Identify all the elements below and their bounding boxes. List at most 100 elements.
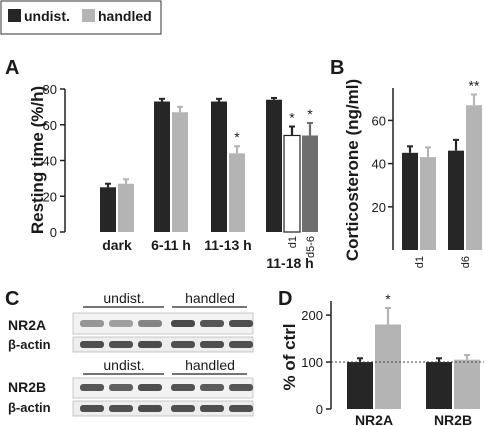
blot2-row-1-lane-0-band — [80, 405, 104, 412]
blot2-row-0-lane-0-band — [80, 384, 104, 391]
chart-b-group-0-label: d1 — [414, 256, 426, 268]
legend: undist. handled — [0, 0, 162, 35]
chart-a-y-axis-label: Resting time (%/h) — [28, 86, 47, 234]
blot1-row-0-lane-2-band — [138, 320, 162, 327]
legend-swatch-undist — [8, 9, 21, 22]
chart-d-group-1-bar-1-bar — [454, 359, 480, 409]
blot1-row-0-lane-5-band — [229, 320, 253, 327]
blot2-bands — [80, 384, 253, 412]
chart-a-group-0: dark — [100, 178, 134, 253]
chart-b-y-axis-label: Corticosterone (ng/ml) — [343, 79, 362, 261]
chart-d-percent-of-ctrl: 0 100 200% of ctrl * NR2A NR2B — [280, 291, 484, 426]
chart-a-group-3-label: 11-18 h — [266, 255, 313, 271]
chart-d-y-tick-label-0: 0 — [316, 402, 323, 417]
chart-a-group-3-bar-1-bar — [283, 134, 301, 233]
panel-letter-a: A — [5, 57, 19, 79]
blot2-row-0-lane-4-band — [200, 384, 224, 391]
blot1-row-0-lane-4-band — [200, 320, 224, 327]
chart-b-group-1-bar-1-significance: ** — [469, 77, 480, 93]
chart-d-group-0-label: NR2A — [355, 412, 393, 426]
chart-a-y-tick-label-1: 20 — [43, 189, 57, 204]
chart-d-y-tick-label-2: 200 — [301, 308, 323, 323]
legend-box — [0, 0, 162, 35]
chart-a-y-tick-label-0: 0 — [50, 225, 57, 240]
chart-a-group-3: * * d1 d5-611-18 h — [266, 96, 318, 271]
blot2-row-1-lane-1-band — [109, 405, 133, 412]
chart-b-group-1: ** d6 — [448, 77, 482, 268]
panel-letter-c: C — [5, 288, 19, 310]
blot1-row-label-actin: β-actin — [8, 337, 51, 352]
chart-a-group-2-bar-1-significance: * — [234, 129, 240, 145]
chart-b-group-0-bar-1-bar — [420, 157, 436, 250]
chart-a-group-3-bar-1-significance: * — [289, 110, 295, 126]
blot1-row-0-lane-3-band — [171, 320, 195, 327]
chart-a-group-1-bar-0-bar — [154, 101, 170, 232]
blot2-row-1-lane-5-band — [229, 405, 253, 412]
panel-letter-d: D — [278, 288, 292, 310]
blot2-row-label-actin: β-actin — [8, 400, 51, 415]
blot1-bands — [80, 320, 253, 348]
chart-a-group-1-bar-1-bar — [172, 112, 188, 232]
chart-a-group-3-sublabel-1: d5-6 — [305, 236, 317, 258]
blot1-row-1-lane-1-band — [109, 341, 133, 348]
blot1-row-1-lane-3-band — [171, 341, 195, 348]
chart-a-y-tick-label-3: 60 — [43, 118, 57, 133]
legend-label-handled: handled — [98, 8, 152, 24]
legend-label-undist: undist. — [24, 8, 70, 24]
chart-b-group-1-bar-1-bar — [466, 105, 482, 250]
chart-d-group-0: * NR2A — [347, 291, 401, 426]
chart-b-corticosterone: 20 40 60 Corticosterone (ng/ml) d1 ** d6 — [343, 77, 482, 268]
blot1-row-1-lane-5-band — [229, 341, 253, 348]
chart-d-y-tick-label-1: 100 — [301, 355, 323, 370]
chart-d-y-axis-label: % of ctrl — [280, 323, 299, 390]
panel-letter-b: B — [330, 57, 344, 79]
blot2-row-0-lane-3-band — [171, 384, 195, 391]
chart-a-group-2: * 11-13 h — [204, 97, 252, 253]
chart-b-y-tick-label-2: 60 — [372, 113, 386, 128]
blot-nr2b-panel: undist. handled NR2B β-actin — [8, 357, 254, 417]
chart-d-group-0-bar-1-bar — [375, 324, 401, 409]
blot1-row-0-lane-0-band — [80, 320, 104, 327]
chart-b-group-1-bar-0-bar — [448, 150, 464, 250]
chart-a-group-3-bar-2-significance: * — [307, 106, 313, 122]
legend-swatch-handled — [82, 9, 95, 22]
chart-a-group-3-bar-2-bar — [302, 135, 318, 232]
blot1-row-label-nr2a: NR2A — [8, 317, 46, 333]
chart-a-group-2-bar-0-bar — [211, 101, 227, 232]
chart-a-group-0-bar-0-bar — [100, 187, 116, 232]
chart-d-group-1-bar-0-bar — [426, 362, 452, 409]
blot2-undist-label: undist. — [103, 357, 144, 373]
chart-b-group-0-bar-0-bar — [402, 152, 418, 250]
blot2-row-1-lane-2-band — [138, 405, 162, 412]
chart-b-y-tick-label-1: 40 — [372, 157, 386, 172]
chart-b-y-tick-label-0: 20 — [372, 200, 386, 215]
chart-b-group-0: d1 — [402, 145, 436, 268]
blot1-row-1-lane-4-band — [200, 341, 224, 348]
chart-a-group-0-bar-1-bar — [118, 183, 134, 232]
chart-a-group-2-label: 11-13 h — [204, 237, 251, 253]
blot1-row-1-lane-0-band — [80, 341, 104, 348]
chart-a-group-0-label: dark — [102, 237, 132, 253]
blot2-row-1-lane-3-band — [171, 405, 195, 412]
chart-a-y-tick-label-2: 40 — [43, 154, 57, 169]
blot2-row-0-lane-2-band — [138, 384, 162, 391]
blot1-undist-label: undist. — [103, 290, 144, 306]
blot2-handled-label: handled — [185, 357, 235, 373]
chart-a-group-3-bar-0-bar — [266, 99, 282, 232]
blot2-row-0-lane-5-band — [229, 384, 253, 391]
blot1-row-1-lane-2-band — [138, 341, 162, 348]
chart-d-group-1-label: NR2B — [434, 412, 472, 426]
chart-b-group-1-label: d6 — [460, 256, 472, 268]
blot-nr2a-panel: undist. handled NR2A β-actin — [8, 290, 254, 353]
chart-a-group-1: 6-11 h — [151, 97, 191, 253]
chart-a-group-1-label: 6-11 h — [151, 237, 191, 253]
blot2-row-label-nr2b: NR2B — [8, 379, 46, 395]
blot1-handled-label: handled — [185, 290, 235, 306]
chart-a-group-2-bar-1-bar — [229, 153, 245, 232]
chart-a-y-tick-label-4: 80 — [43, 82, 57, 97]
chart-d-group-0-bar-1-significance: * — [385, 291, 391, 307]
chart-d-group-0-bar-0-bar — [347, 362, 373, 409]
chart-d-group-1: NR2B — [426, 354, 480, 426]
